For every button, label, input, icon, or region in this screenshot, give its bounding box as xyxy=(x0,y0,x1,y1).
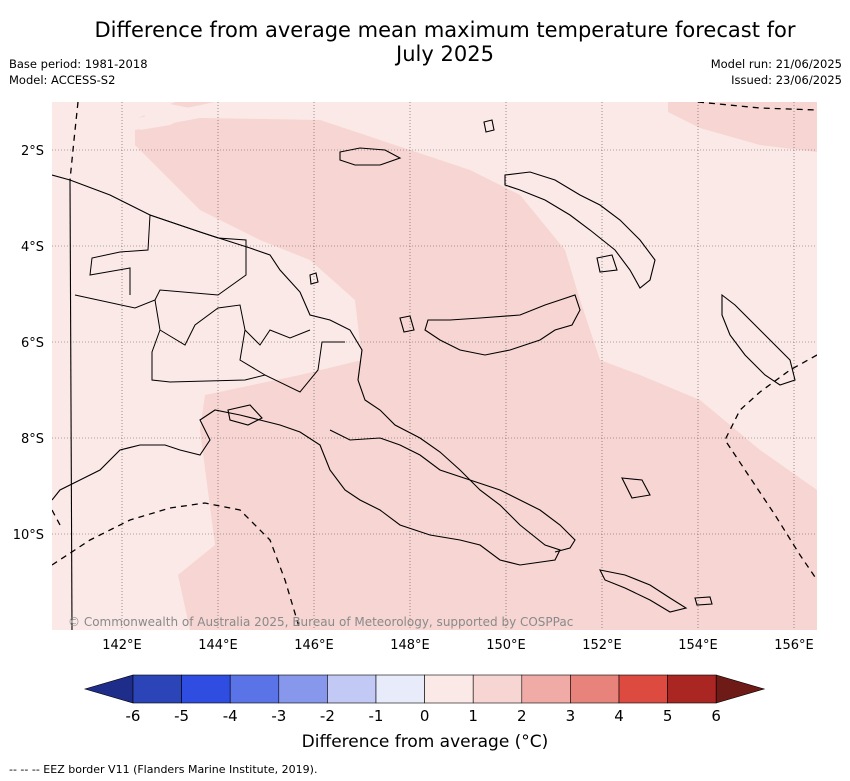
colorbar-segment xyxy=(570,674,620,704)
lon-label-144e: 144°E xyxy=(198,638,238,653)
lon-labels: 142°E 144°E 146°E 148°E 150°E 152°E 154°… xyxy=(102,638,814,653)
colorbar-tick-label: 1 xyxy=(468,707,478,725)
map-title: Difference from average mean maximum tem… xyxy=(70,18,820,66)
copyright-notice: © Commonwealth of Australia 2025, Bureau… xyxy=(68,615,573,629)
meta-left: Base period: 1981-2018 Model: ACCESS-S2 xyxy=(9,56,148,88)
colorbar-title: Difference from average (°C) xyxy=(301,732,549,752)
issued-date: Issued: 23/06/2025 xyxy=(731,73,842,87)
colorbar-segment xyxy=(472,674,523,704)
lon-label-142e: 142°E xyxy=(102,638,142,653)
new-ireland xyxy=(504,171,656,289)
colorbar-segment xyxy=(424,674,474,704)
shade-0-1-inner xyxy=(140,102,200,130)
colorbar-tick-label: -2 xyxy=(320,707,335,725)
lon-label-150e: 150°E xyxy=(486,638,526,653)
colorbar: -6 -5 -4 -3 -2 -1 0 1 2 3 4 5 6 xyxy=(83,674,766,725)
colorbar-tick-label: -3 xyxy=(271,707,286,725)
colorbar-segment xyxy=(278,674,328,704)
new-britain xyxy=(424,294,581,356)
colorbar-tick-label: 2 xyxy=(517,707,527,725)
title-line-1: Difference from average mean maximum tem… xyxy=(94,18,796,42)
colorbar-segment xyxy=(229,674,280,704)
colorbar-tick-label: 3 xyxy=(566,707,576,725)
colorbar-tick-label: -6 xyxy=(126,707,141,725)
lon-label-156e: 156°E xyxy=(774,638,814,653)
eez-footnote: -- -- -- EEZ border V11 (Flanders Marine… xyxy=(9,763,318,776)
colorbar-tick-label: 5 xyxy=(663,707,673,725)
lat-label-8s: 8°S xyxy=(21,432,44,447)
coastlines xyxy=(52,119,796,630)
new-guinea-coast xyxy=(52,174,561,566)
colorbar-segment xyxy=(667,674,717,704)
colorbar-segment xyxy=(327,674,377,704)
lat-label-6s: 6°S xyxy=(21,336,44,351)
lat-label-10s: 10°S xyxy=(13,528,44,543)
shade-1-2-north xyxy=(135,102,817,630)
border-png-indonesia xyxy=(69,179,73,630)
model-run: Model run: 21/06/2025 xyxy=(710,57,842,71)
lon-label-148e: 148°E xyxy=(390,638,430,653)
title-line-2: July 2025 xyxy=(396,42,494,66)
provincial-boundaries xyxy=(74,214,345,393)
lon-label-152e: 152°E xyxy=(582,638,622,653)
meta-right: Model run: 21/06/2025 Issued: 23/06/2025 xyxy=(711,56,842,88)
colorbar-tick-label: 6 xyxy=(711,707,721,725)
small-islands xyxy=(227,119,713,613)
colorbar-extend-low xyxy=(83,674,134,704)
manus-island xyxy=(339,147,402,166)
graticule xyxy=(52,102,817,630)
lat-label-2s: 2°S xyxy=(21,144,44,159)
eastern-peninsula xyxy=(329,429,576,553)
model-name: Model: ACCESS-S2 xyxy=(9,73,116,87)
colorbar-tick-label: -4 xyxy=(223,707,238,725)
lon-label-154e: 154°E xyxy=(678,638,718,653)
colorbar-tick-label: 0 xyxy=(420,707,430,725)
base-period: Base period: 1981-2018 xyxy=(9,57,148,71)
colorbar-segment xyxy=(181,674,231,704)
colorbar-segment xyxy=(521,674,571,704)
bougainville xyxy=(721,293,796,386)
eez-borders xyxy=(52,102,817,630)
colorbar-tick-label: -5 xyxy=(174,707,189,725)
colorbar-extend-high xyxy=(715,674,766,704)
lat-labels: 2°S 4°S 6°S 8°S 10°S xyxy=(13,144,44,543)
colorbar-tick-label: 4 xyxy=(614,707,624,725)
colorbar-segment xyxy=(132,674,182,704)
colorbar-segment xyxy=(618,674,668,704)
colorbar-tick-label: -1 xyxy=(369,707,384,725)
lon-label-146e: 146°E xyxy=(294,638,334,653)
lat-label-4s: 4°S xyxy=(21,240,44,255)
colorbar-segment xyxy=(375,674,425,704)
